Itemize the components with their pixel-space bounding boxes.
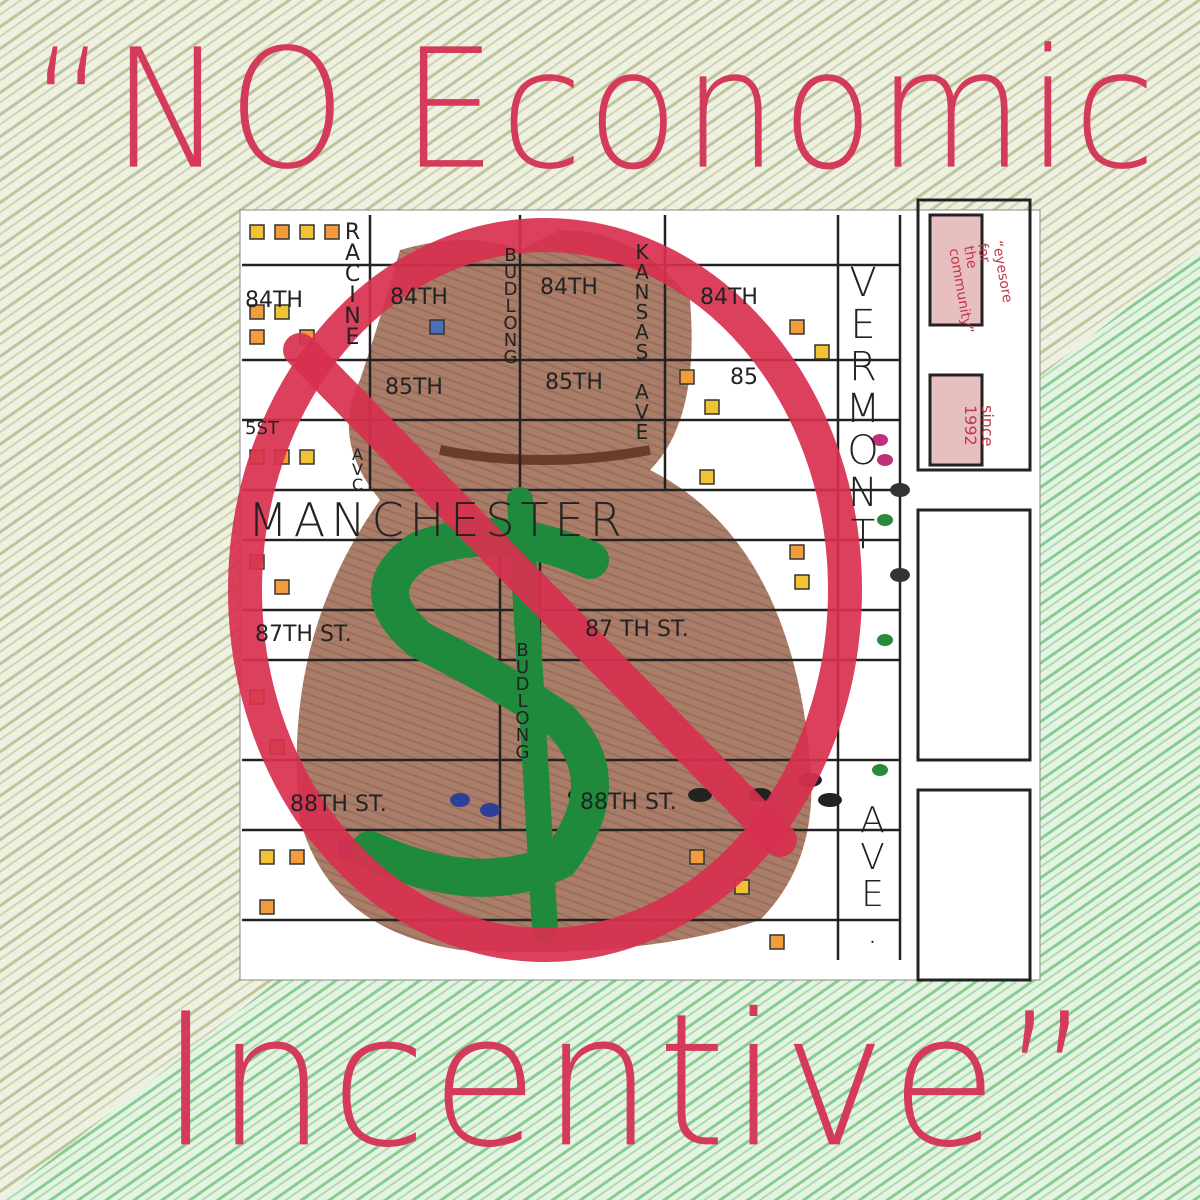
street-85th-c: 85TH [545,370,603,395]
note-eyesore: “eyesore for the community” [945,239,1016,335]
street-racine: RACINE [340,220,365,346]
street-88th-a: 88TH ST. [290,792,387,817]
street-88th-b: 88TH ST. [580,790,677,815]
street-87th-a: 87TH ST. [255,622,352,647]
windows [249,224,830,950]
street-84th-b: 84TH [390,285,448,310]
street-85th-a: 5ST [245,418,279,439]
street-budlong-upper: BUDLONG [500,245,521,364]
street-ave: AVE. [852,800,893,948]
street-85th-b: 85TH [385,375,443,400]
title-line-1: “NO Economic [30,14,1160,207]
street-kansas-ave: KANSAS AVE [630,240,654,440]
right-buildings [916,198,1032,982]
street-87th-b: 87 TH ST. [585,617,689,642]
street-manchester: MANCHESTER [248,493,628,547]
prohibition-circle [228,218,862,962]
title-line-2: Incentive” [160,975,1097,1189]
prohibition-slash [283,333,797,857]
note-since-1992: since 1992 [961,405,997,447]
car-dots [450,434,910,817]
street-avc: AVC [348,445,367,490]
dollar-sign [351,518,609,897]
street-84th-d: 84TH [700,285,758,310]
street-84th-a: 84TH [245,288,303,313]
street-85-d: 85 [730,365,758,390]
street-vermont: VERMONT [840,260,886,554]
street-budlong-lower: BUDLONG [512,640,533,759]
street-84th-c: 84TH [540,275,598,300]
